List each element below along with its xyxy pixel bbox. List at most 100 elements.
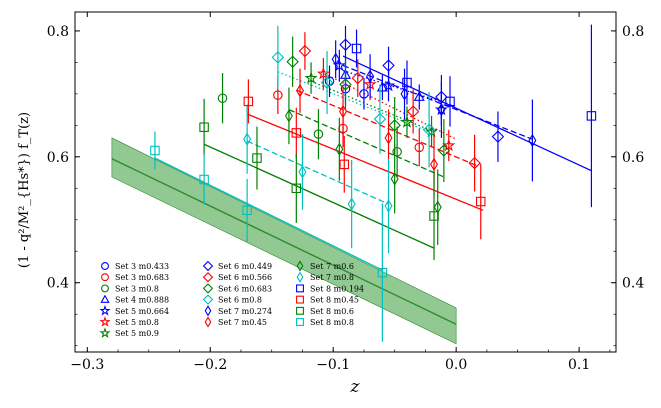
legend-item: Set 6 m0.683: [202, 283, 272, 294]
legend-marker: [99, 304, 111, 316]
legend-marker: [296, 295, 304, 304]
legend-item: Set 5 m0.9: [99, 327, 159, 338]
data-point: [284, 109, 293, 123]
data-point: [373, 112, 387, 126]
legend-item: Set 6 m0.449: [202, 260, 272, 272]
legend-item: Set 5 m0.664: [99, 304, 169, 316]
x-tick-label: 0.1: [568, 357, 590, 373]
data-point: [296, 83, 305, 98]
series-set-8-m0-8: [150, 131, 388, 342]
data-point: [298, 44, 312, 58]
fit-line: [277, 71, 430, 133]
series-set-6-m0-8: [271, 25, 436, 168]
legend-marker: [296, 284, 304, 293]
fit-line: [246, 140, 389, 205]
legend-item: Set 8 m0.194: [296, 284, 364, 293]
legend-item: Set 6 m0.566: [202, 272, 272, 283]
fit-line: [203, 143, 435, 249]
legend-marker: [99, 327, 111, 338]
fit-line: [288, 108, 445, 178]
data-point: [475, 196, 486, 207]
legend-label: Set 8 m0.194: [310, 284, 364, 293]
legend-label: Set 3 m0.8: [115, 284, 159, 293]
fit-line: [342, 55, 592, 172]
data-point: [406, 105, 420, 118]
y-axis-label: (1 - q²/M²_{Hs*}) f_T(z): [17, 112, 32, 268]
legend-marker: [202, 260, 214, 272]
legend-item: Set 8 m0.6: [296, 306, 354, 316]
legend-marker: [296, 260, 304, 272]
plot-frame: [74, 11, 617, 353]
legend-label: Set 8 m0.8: [310, 318, 354, 327]
y-tick-label: 0.4: [47, 276, 69, 292]
y-tick-label-right: 0.4: [622, 276, 644, 292]
y-tick-label-right: 0.6: [622, 150, 644, 166]
data-point: [400, 115, 414, 128]
data-point: [199, 174, 209, 185]
data-point: [273, 90, 283, 100]
legend-label: Set 3 m0.433: [115, 262, 169, 271]
legend-item: Set 6 m0.8: [202, 294, 262, 305]
data-point: [347, 197, 356, 211]
series-set-3-m0-8: [217, 73, 402, 177]
data-point: [381, 78, 396, 92]
data-point: [390, 172, 399, 186]
series-set-8-m0-45: [243, 79, 486, 240]
data-point: [437, 144, 451, 157]
legend-marker: [101, 273, 109, 282]
legend-marker: [202, 283, 214, 294]
series-set-5-m0-9: [304, 62, 439, 148]
data-point: [291, 128, 302, 138]
legend-item: Set 7 m0.6: [296, 260, 354, 272]
legend: Set 3 m0.433 Set 3 m0.683 Set 3 m0.8 Set 4 …: [99, 260, 364, 338]
data-point: [430, 157, 439, 172]
data-point: [528, 133, 537, 148]
fit-line: [342, 64, 533, 140]
legend-label: Set 8 m0.6: [310, 307, 354, 316]
legend-item: Set 7 m0.274: [204, 305, 272, 317]
data-point: [392, 147, 402, 157]
plot-area: [111, 24, 597, 345]
data-point: [468, 156, 481, 170]
legend-item: Set 8 m0.45: [296, 295, 359, 305]
y-axis-label-text: (1 - q²/M²_{Hs*}) f_T(z): [17, 112, 32, 268]
legend-marker: [296, 306, 304, 315]
legend-marker: [202, 272, 214, 283]
data-point: [335, 142, 344, 157]
legend-item: Set 3 m0.433: [101, 262, 169, 271]
legend-item: Set 8 m0.8: [296, 318, 354, 327]
data-point: [384, 199, 393, 213]
legend-label: Set 6 m0.566: [218, 273, 272, 282]
legend-label: Set 3 m0.683: [115, 273, 169, 282]
legend-marker: [202, 294, 214, 305]
data-point: [382, 59, 395, 72]
y-tick-label: 0.6: [47, 150, 69, 166]
legend-marker: [204, 316, 212, 328]
data-point: [442, 138, 456, 152]
data-point: [320, 76, 334, 89]
legend-label: Set 8 m0.45: [310, 296, 359, 305]
series-set-6-m0-566: [298, 32, 481, 192]
legend-marker: [99, 316, 111, 327]
legend-marker: [296, 318, 304, 326]
data-point: [291, 183, 302, 194]
data-point: [366, 69, 375, 83]
legend-item: Set 4 m0.888: [100, 294, 169, 305]
series-set-8-m0-194: [351, 24, 597, 208]
legend-marker: [101, 284, 109, 293]
data-point: [424, 124, 439, 138]
x-tick-label: −0.1: [316, 357, 350, 373]
data-point: [586, 111, 597, 121]
series-set-7-m0-8: [243, 104, 393, 254]
series-set-6-m0-683: [286, 36, 451, 182]
data-point: [388, 119, 401, 132]
data-point: [422, 123, 436, 136]
x-tick-label: −0.3: [70, 357, 104, 373]
data-point: [359, 89, 369, 99]
legend-label: Set 6 m0.683: [218, 284, 272, 293]
legend-item: Set 7 m0.45: [204, 316, 267, 328]
fit-line: [296, 89, 479, 167]
data-point: [429, 211, 439, 221]
data-point: [351, 71, 365, 85]
